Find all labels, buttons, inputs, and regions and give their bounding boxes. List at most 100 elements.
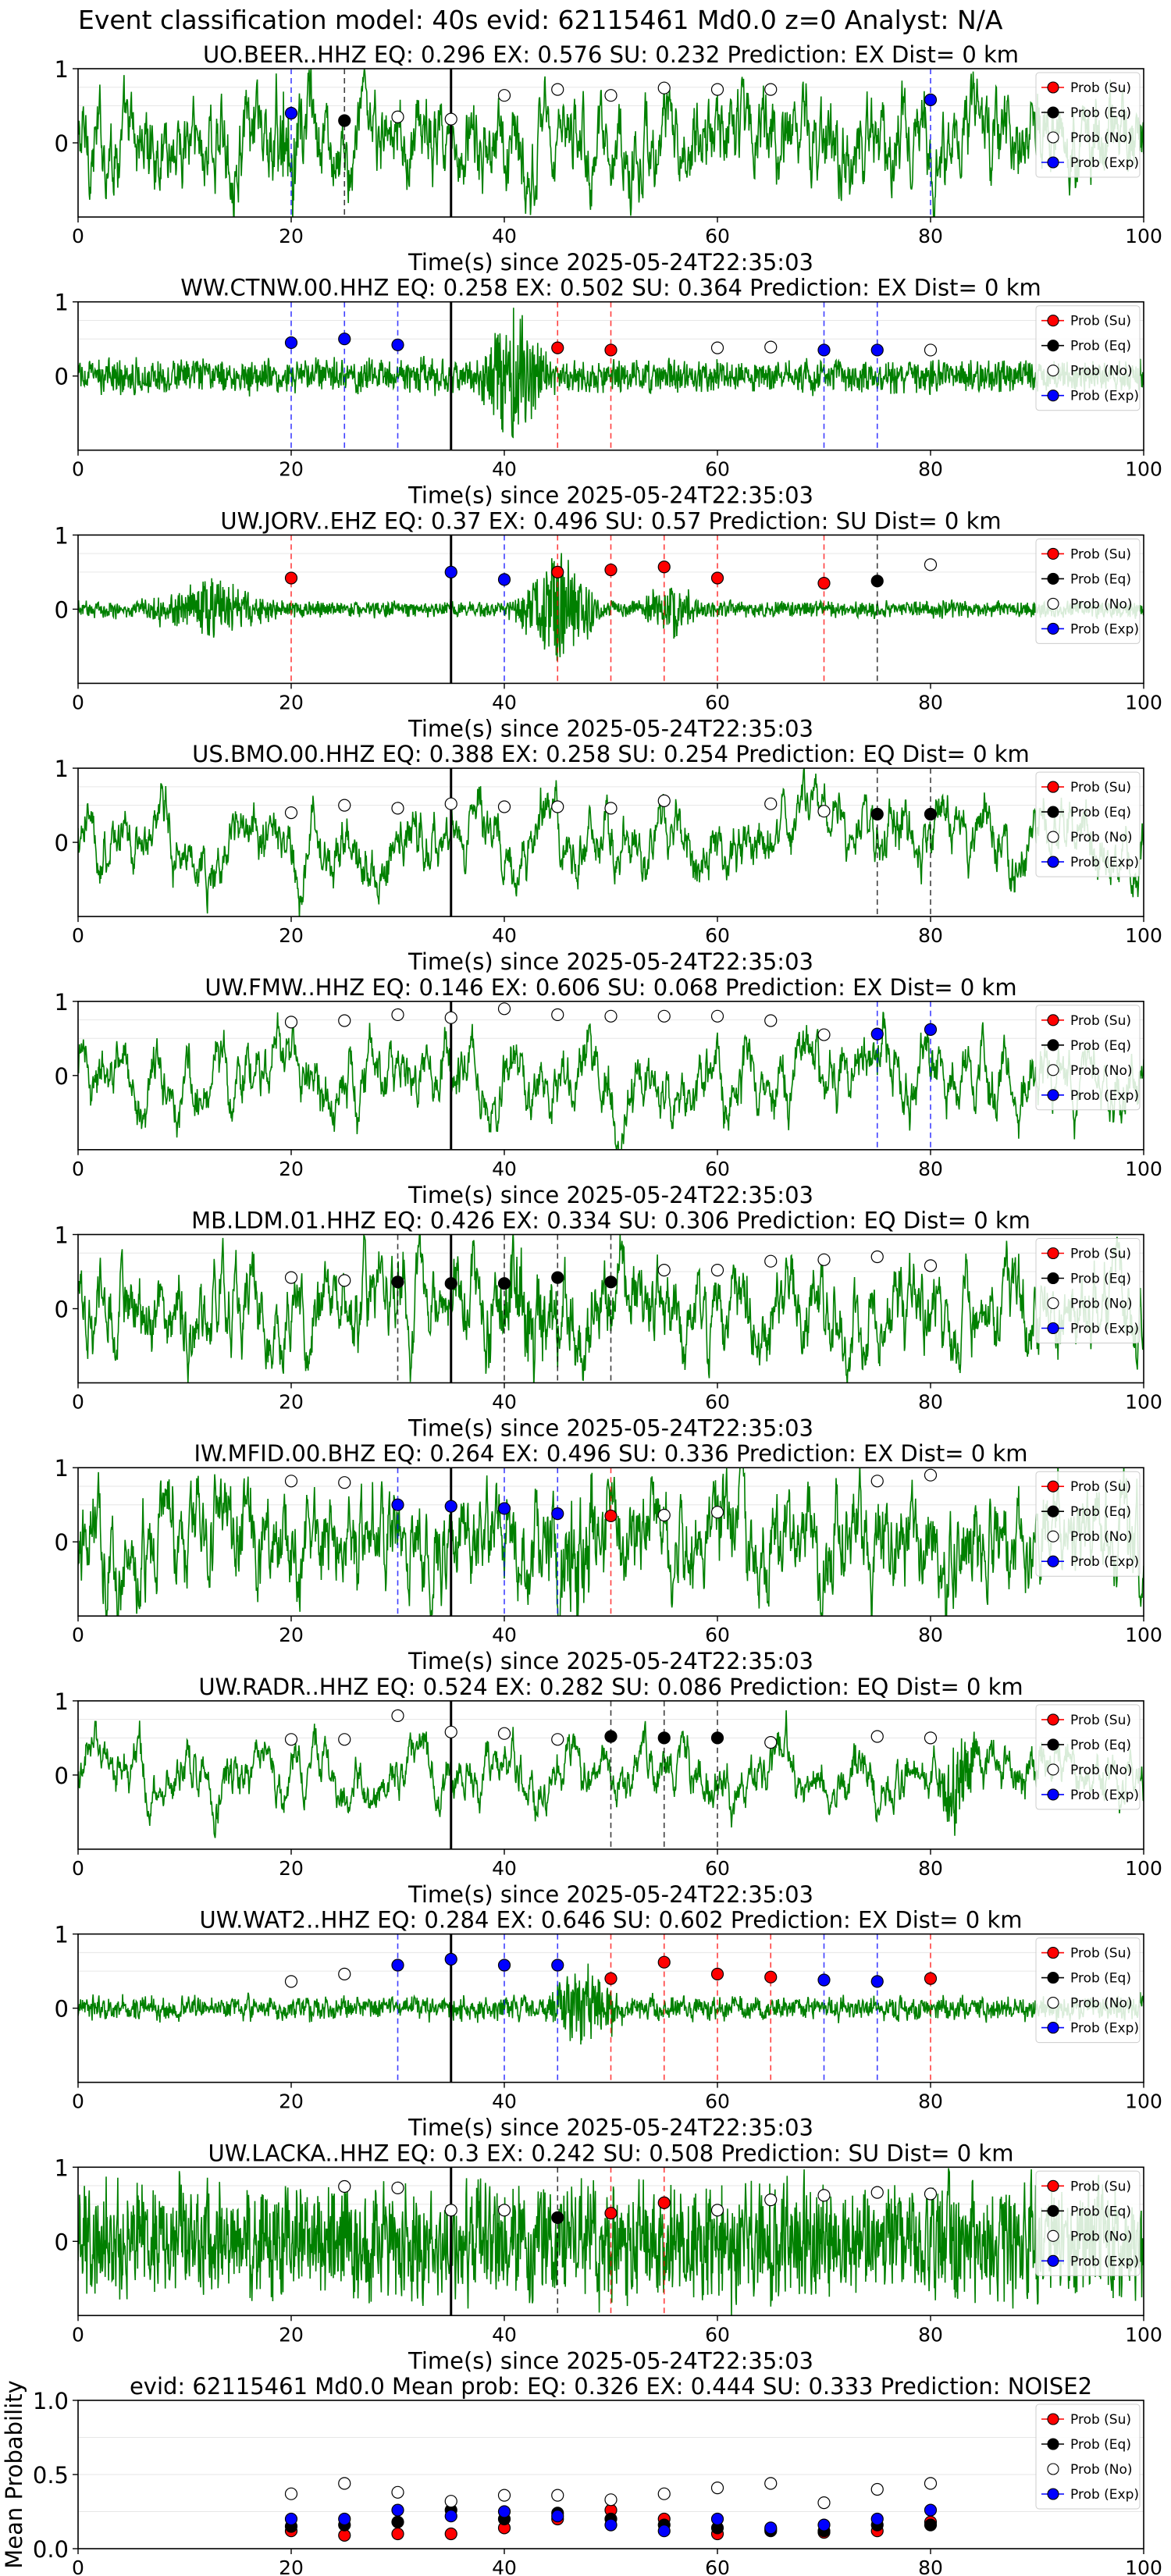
x-tick-label: 80 [918,225,943,247]
x-tick-label: 0 [72,1391,84,1414]
prob-marker-su [710,571,724,585]
x-tick-label: 0 [72,924,84,947]
prob-marker-exp [391,338,404,351]
prob-marker-no [764,2194,778,2207]
chart-panel: UW.JORV..EHZ EQ: 0.37 EX: 0.496 SU: 0.57… [55,507,1162,742]
legend-marker-su [1047,547,1059,560]
prob-marker-no [444,1725,457,1738]
prob-marker-su [604,563,618,577]
prob-marker-no [710,341,724,354]
x-tick-label: 100 [1125,225,1162,247]
legend: Prob (Su) Prob (Eq) Prob (No) Prob (Exp) [1035,305,1141,411]
y-tick-label: 1 [55,56,69,83]
legend-marker-exp [1047,856,1059,868]
prob-marker-no [657,2487,671,2500]
prob-marker-exp [924,93,938,107]
prob-marker-no [444,2495,457,2508]
prob-marker-su [604,343,618,357]
prob-marker-eq [924,2518,938,2532]
prob-marker-no [870,1730,884,1743]
panel-title: IW.MFID.00.BHZ EQ: 0.264 EX: 0.496 SU: 0… [194,1440,1027,1467]
x-tick-label: 40 [492,2090,517,2113]
prob-marker-no [284,1016,298,1029]
legend-label: Prob (Eq) [1070,1504,1131,1520]
legend-marker-eq [1047,106,1059,119]
prob-marker-no [764,797,778,810]
prob-marker-exp [551,1959,564,1972]
legend-label: Prob (Eq) [1070,1971,1131,1987]
x-tick-label: 40 [492,1391,517,1414]
legend-marker-no [1047,1530,1059,1542]
x-tick-label: 0 [72,2090,84,2113]
prob-marker-no [284,2487,298,2500]
legend-box [1035,1238,1141,1343]
waveform-trace [78,308,1144,439]
prob-marker-no [444,2204,457,2217]
prob-marker-eq [870,807,884,821]
prob-marker-no [497,1727,511,1740]
prob-marker-exp [924,1023,938,1037]
y-tick-label: 0.5 [33,2462,69,2489]
legend-label: Prob (Su) [1070,80,1131,96]
prob-marker-no [497,2489,511,2502]
legend-marker-no [1047,1297,1059,1310]
legend-label: Prob (Su) [1070,2412,1131,2428]
legend-marker-eq [1047,806,1059,818]
legend-marker-eq [1047,1505,1059,1517]
x-tick-label: 40 [492,2556,517,2576]
x-tick-label: 20 [279,2323,304,2346]
x-tick-label: 80 [918,1391,943,1414]
prob-marker-no [391,110,404,123]
legend-box [1035,1704,1141,1810]
legend-label: Prob (Eq) [1070,1272,1131,1287]
prob-marker-no [764,2477,778,2490]
prob-marker-eq [551,1271,564,1284]
legend-marker-exp [1047,1089,1059,1101]
prob-marker-no [817,1028,831,1041]
prob-marker-no [551,1008,564,1022]
x-tick-label: 0 [72,1158,84,1180]
legend-label: Prob (Exp) [1070,1554,1139,1570]
prob-marker-no [604,1009,618,1023]
prob-marker-exp [870,1975,884,1988]
legend-marker-su [1047,1014,1059,1026]
x-tick-label: 80 [918,458,943,481]
x-tick-label: 80 [918,691,943,713]
x-tick-label: 60 [705,691,730,713]
legend-label: Prob (Eq) [1070,1738,1131,1753]
prob-marker-exp [284,336,298,350]
legend-marker-su [1047,1247,1059,1260]
legend-label: Prob (No) [1070,130,1133,146]
panel-title: US.BMO.00.HHZ EQ: 0.388 EX: 0.258 SU: 0.… [192,741,1030,767]
prob-marker-exp [338,333,351,346]
prob-marker-no [551,83,564,96]
x-tick-label: 20 [279,2090,304,2113]
prob-marker-eq [391,1276,404,1289]
x-tick-label: 80 [918,2556,943,2576]
x-tick-label: 0 [72,691,84,713]
prob-marker-su [924,1972,938,1985]
prob-marker-no [924,2477,938,2490]
y-tick-label: 1 [55,290,69,316]
prob-marker-eq [657,1731,671,1745]
legend-box [1035,305,1141,411]
x-tick-label: 40 [492,458,517,481]
prob-marker-su [710,1967,724,1980]
x-tick-label: 0 [72,458,84,481]
legend-label: Prob (Exp) [1070,1088,1139,1104]
prob-marker-exp [391,2503,404,2517]
prob-marker-exp [497,2505,511,2518]
y-tick-label: 0 [55,596,69,623]
prob-marker-no [764,83,778,96]
prob-marker-exp [497,1959,511,1972]
x-tick-label: 60 [705,2556,730,2576]
prob-marker-no [444,797,457,810]
x-tick-label: 100 [1125,1391,1162,1414]
legend-marker-su [1047,781,1059,793]
prob-marker-exp [444,565,457,579]
prob-marker-su [551,565,564,579]
legend-label: Prob (Su) [1070,1946,1131,1962]
x-tick-label: 20 [279,1857,304,1880]
legend-marker-no [1047,2463,1059,2475]
